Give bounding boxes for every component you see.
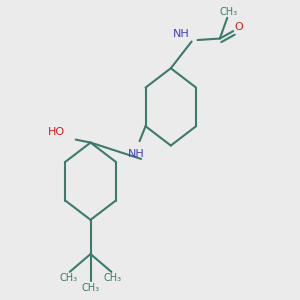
Text: CH₃: CH₃	[82, 283, 100, 293]
Text: O: O	[234, 22, 243, 32]
Text: CH₃: CH₃	[104, 273, 122, 283]
Text: HO: HO	[48, 127, 65, 137]
Text: NH: NH	[173, 29, 190, 39]
Text: CH₃: CH₃	[59, 273, 77, 283]
Text: CH₃: CH₃	[220, 7, 238, 17]
Text: NH: NH	[128, 149, 145, 160]
